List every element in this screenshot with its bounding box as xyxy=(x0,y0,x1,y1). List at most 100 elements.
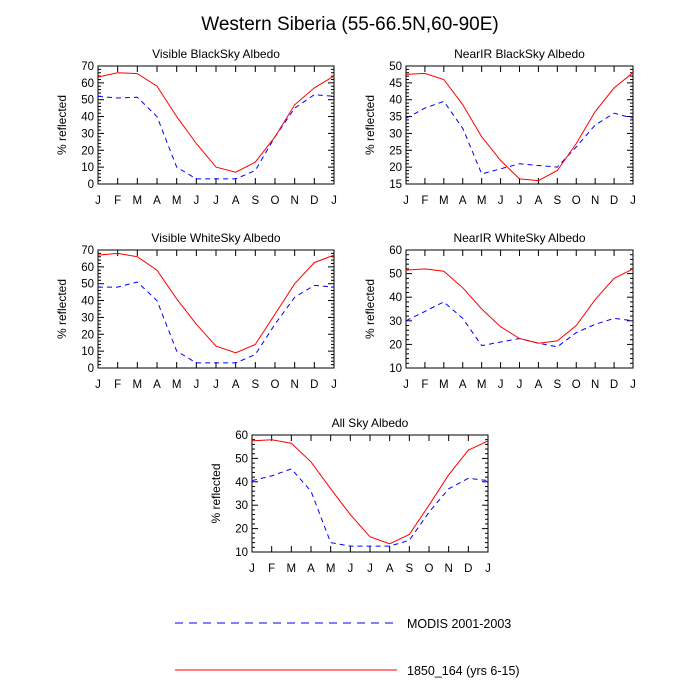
main-title: Western Siberia (55-66.5N,60-90E) xyxy=(201,14,498,35)
panel-title: Visible WhiteSky Albedo xyxy=(151,231,281,245)
y-tick-label: 10 xyxy=(81,162,94,174)
series-line-modis xyxy=(97,94,335,180)
x-tick-label: A xyxy=(459,195,467,207)
y-tick-label: 70 xyxy=(81,61,94,73)
x-tick-label: J xyxy=(331,379,337,391)
x-tick-label: M xyxy=(133,195,143,207)
y-tick-label: 30 xyxy=(389,316,402,328)
x-tick-label: J xyxy=(517,379,523,391)
x-tick-label: O xyxy=(572,195,581,207)
y-axis-label: % reflected xyxy=(363,279,377,339)
panel-title: Visible BlackSky Albedo xyxy=(152,47,280,61)
x-tick-label: M xyxy=(172,379,182,391)
x-tick-label: J xyxy=(517,195,523,207)
x-tick-label: N xyxy=(291,379,299,391)
x-tick-label: F xyxy=(421,195,428,207)
y-tick-label: 40 xyxy=(235,477,248,489)
x-tick-label: J xyxy=(630,195,636,207)
y-tick-label: 20 xyxy=(389,162,402,174)
x-tick-label: D xyxy=(464,563,472,575)
x-tick-label: J xyxy=(485,563,491,575)
x-tick-label: O xyxy=(572,379,581,391)
series-line-modis xyxy=(405,301,634,348)
y-tick-label: 20 xyxy=(235,524,248,536)
x-tick-label: D xyxy=(610,379,618,391)
y-tick-label: 60 xyxy=(81,262,94,274)
y-tick-label: 30 xyxy=(81,312,94,324)
x-tick-label: J xyxy=(367,563,373,575)
y-tick-label: 20 xyxy=(81,145,94,157)
legend-label-modis: MODIS 2001-2003 xyxy=(407,617,511,631)
x-tick-label: S xyxy=(553,379,561,391)
y-tick-label: 10 xyxy=(81,346,94,358)
x-tick-label: J xyxy=(403,379,409,391)
y-tick-label: 10 xyxy=(235,547,248,559)
y-axis-label: % reflected xyxy=(209,463,223,523)
y-tick-label: 20 xyxy=(81,329,94,341)
plot-frame xyxy=(251,434,489,553)
y-tick-label: 60 xyxy=(81,78,94,90)
x-tick-label: A xyxy=(535,195,543,207)
x-tick-label: J xyxy=(331,195,337,207)
x-tick-label: O xyxy=(271,379,280,391)
x-tick-label: M xyxy=(172,195,182,207)
x-tick-label: O xyxy=(271,195,280,207)
panel-title: NearIR WhiteSky Albedo xyxy=(453,231,585,245)
x-tick-label: J xyxy=(403,195,409,207)
y-tick-label: 45 xyxy=(389,78,402,90)
x-tick-label: J xyxy=(193,379,199,391)
y-tick-label: 30 xyxy=(235,500,248,512)
x-tick-label: N xyxy=(591,195,599,207)
x-tick-label: A xyxy=(232,195,240,207)
x-tick-label: F xyxy=(114,195,121,207)
y-tick-label: 50 xyxy=(389,61,402,73)
x-tick-label: J xyxy=(213,379,219,391)
x-tick-label: J xyxy=(498,379,504,391)
x-tick-label: A xyxy=(153,195,161,207)
x-tick-label: A xyxy=(153,379,161,391)
y-tick-label: 40 xyxy=(81,296,94,308)
x-tick-label: M xyxy=(477,195,487,207)
series-line-model xyxy=(405,268,634,344)
y-tick-label: 70 xyxy=(81,245,94,257)
y-axis-label: % reflected xyxy=(55,95,69,155)
y-tick-label: 0 xyxy=(88,179,94,191)
y-tick-label: 30 xyxy=(389,128,402,140)
x-tick-label: N xyxy=(291,195,299,207)
y-tick-label: 15 xyxy=(389,179,402,191)
legend: MODIS 2001-2003 1850_164 (yrs 6-15) xyxy=(175,617,520,678)
x-tick-label: A xyxy=(307,563,315,575)
y-tick-label: 40 xyxy=(81,112,94,124)
y-axis-label: % reflected xyxy=(363,95,377,155)
x-tick-label: A xyxy=(459,379,467,391)
x-tick-label: N xyxy=(591,379,599,391)
panel-title: NearIR BlackSky Albedo xyxy=(454,47,585,61)
x-tick-label: J xyxy=(498,195,504,207)
x-tick-label: F xyxy=(268,563,275,575)
x-tick-label: J xyxy=(213,195,219,207)
y-tick-label: 25 xyxy=(389,145,402,157)
y-tick-label: 40 xyxy=(389,292,402,304)
series-line-modis xyxy=(405,100,634,175)
y-tick-label: 20 xyxy=(389,339,402,351)
x-tick-label: M xyxy=(439,195,449,207)
panel-title: All Sky Albedo xyxy=(332,416,409,430)
x-tick-label: O xyxy=(425,563,434,575)
x-tick-label: J xyxy=(95,379,101,391)
x-tick-label: J xyxy=(630,379,636,391)
x-tick-label: A xyxy=(386,563,394,575)
x-tick-label: J xyxy=(249,563,255,575)
series-line-model xyxy=(251,439,489,545)
x-tick-label: A xyxy=(535,379,543,391)
panels: Visible BlackSky Albedo % reflected 0 10 20 3… xyxy=(55,47,636,575)
plot-frame xyxy=(97,249,335,369)
series-line-model xyxy=(97,72,335,173)
x-tick-label: M xyxy=(326,563,336,575)
x-tick-label: S xyxy=(251,195,259,207)
panel-2: NearIR BlackSky Albedo % reflected 15 20 25 3… xyxy=(363,47,636,207)
x-tick-label: S xyxy=(553,195,561,207)
series-line-model xyxy=(405,72,634,182)
series-line-modis xyxy=(251,468,489,547)
